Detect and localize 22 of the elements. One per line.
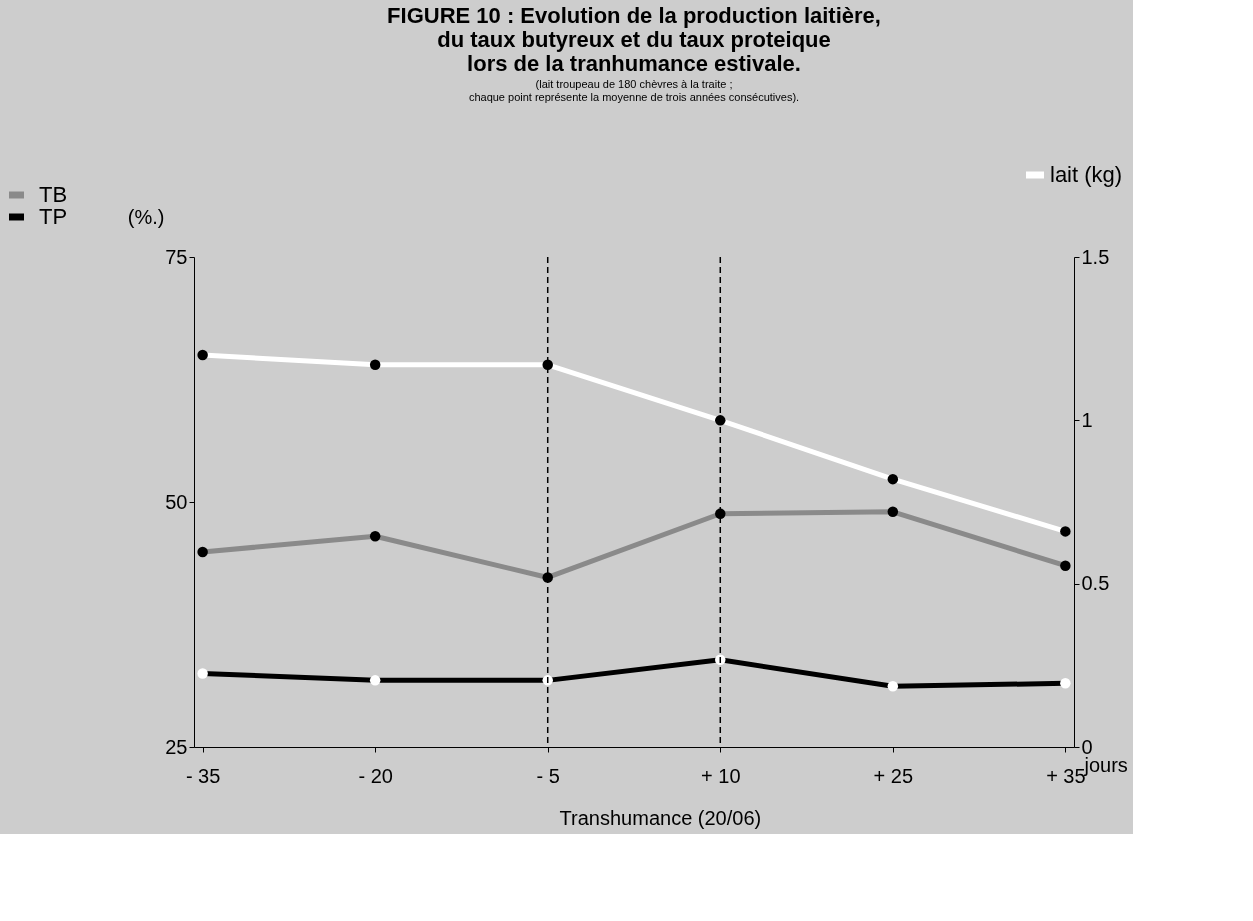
text: du taux butyreux et du taux proteique bbox=[437, 27, 831, 52]
x-tick-label: + 25 bbox=[873, 764, 914, 787]
y2-tick-label: 0.5 bbox=[1081, 572, 1110, 595]
y2-tick-label: 1 bbox=[1081, 408, 1093, 431]
x-tick-label: - 35 bbox=[185, 764, 221, 787]
legend-label: TB bbox=[39, 182, 68, 207]
x-tick-label: + 10 bbox=[701, 764, 741, 787]
y-tick-label: 50 bbox=[165, 490, 188, 513]
y2-tick-label: 1.5 bbox=[1081, 245, 1110, 268]
text: Transhumance (20/06) bbox=[559, 807, 762, 829]
legend-label: TP bbox=[39, 204, 68, 229]
legend-label: lait (kg) bbox=[1050, 162, 1123, 187]
text: lors de la tranhumance estivale. bbox=[467, 51, 801, 76]
x-tick-label: - 20 bbox=[358, 764, 393, 787]
text: FIGURE 10 : Evolution de la production laitière, bbox=[387, 3, 881, 28]
text: (lait troupeau de 180 chèvres à la traite ; bbox=[535, 78, 733, 90]
y-tick-label: 25 bbox=[165, 735, 188, 758]
y-tick-label: 75 bbox=[165, 245, 188, 268]
x-tick-label: + 35 bbox=[1046, 764, 1086, 787]
y-axis-title: (%.) bbox=[127, 205, 165, 228]
x-tick-label: - 5 bbox=[536, 764, 560, 787]
text: chaque point représente la moyenne de trois années consécutives). bbox=[468, 91, 800, 103]
